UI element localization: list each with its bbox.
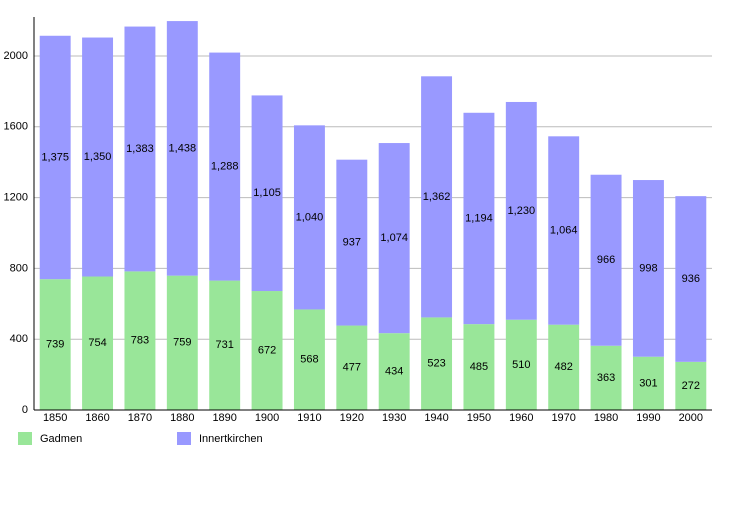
bar-segment (463, 324, 495, 410)
bar-segment (505, 319, 537, 410)
x-tick-label: 1950 (467, 412, 491, 424)
value-label: 739 (46, 338, 64, 350)
value-label: 1,064 (550, 224, 578, 236)
x-tick-label: 2000 (679, 412, 703, 424)
y-tick-label: 400 (10, 333, 28, 345)
value-label: 510 (512, 359, 530, 371)
value-label: 482 (555, 361, 573, 373)
x-tick-label: 1970 (551, 412, 575, 424)
value-label: 1,375 (41, 151, 69, 163)
bar-segment (82, 276, 114, 410)
value-label: 998 (639, 262, 657, 274)
value-label: 1,230 (508, 205, 536, 217)
bar-segment (39, 279, 71, 410)
y-tick-label: 0 (22, 404, 28, 416)
value-label: 1,105 (253, 187, 281, 199)
bar-segment (209, 280, 241, 410)
bar-segment (632, 180, 664, 357)
value-label: 477 (343, 362, 361, 374)
x-tick-label: 1990 (636, 412, 660, 424)
bar-segment (166, 21, 198, 276)
bar-segment (505, 101, 537, 320)
bar-segment (421, 317, 453, 410)
bar-segment (675, 196, 707, 362)
value-label: 485 (470, 361, 488, 373)
bar-segment (632, 356, 664, 410)
legend-label: Gadmen (40, 433, 82, 445)
bar-segment (82, 37, 114, 277)
x-tick-label: 1850 (43, 412, 67, 424)
value-label: 1,074 (380, 232, 408, 244)
value-label: 1,350 (84, 151, 112, 163)
bar-segment (336, 325, 368, 410)
x-tick-label: 1930 (382, 412, 406, 424)
value-label: 783 (131, 335, 149, 347)
x-tick-label: 1880 (170, 412, 194, 424)
value-label: 1,040 (296, 211, 324, 223)
x-tick-label: 1920 (340, 412, 364, 424)
bar-segment (39, 35, 71, 280)
value-label: 1,194 (465, 212, 493, 224)
bar-segment (378, 333, 410, 410)
y-tick-label: 1200 (4, 191, 28, 203)
x-tick-label: 1890 (212, 412, 236, 424)
value-label: 936 (682, 273, 700, 285)
value-label: 1,362 (423, 191, 451, 203)
value-label: 1,383 (126, 143, 154, 155)
x-tick-label: 1910 (297, 412, 321, 424)
bar-segment (124, 26, 156, 272)
legend-swatch (18, 432, 32, 445)
bar-segment (590, 174, 622, 346)
bar-segment (251, 291, 283, 410)
value-label: 754 (88, 337, 106, 349)
bar-segment (209, 52, 241, 281)
value-label: 937 (343, 237, 361, 249)
value-label: 759 (173, 337, 191, 349)
x-tick-label: 1860 (85, 412, 109, 424)
legend-label: Innertkirchen (199, 433, 263, 445)
bar-segment (378, 143, 410, 334)
bar-segment (336, 159, 368, 326)
bar-segment (675, 361, 707, 410)
bar-segment (293, 125, 325, 310)
value-label: 568 (300, 354, 318, 366)
x-tick-label: 1980 (594, 412, 618, 424)
y-tick-label: 800 (10, 262, 28, 274)
value-label: 731 (216, 339, 234, 351)
value-label: 1,438 (169, 142, 197, 154)
x-tick-label: 1870 (128, 412, 152, 424)
x-tick-label: 1940 (424, 412, 448, 424)
bar-segment (166, 275, 198, 410)
bar-segment (548, 136, 580, 325)
value-label: 1,288 (211, 160, 239, 172)
value-label: 672 (258, 344, 276, 356)
value-label: 434 (385, 365, 403, 377)
value-label: 363 (597, 372, 615, 384)
x-tick-label: 1960 (509, 412, 533, 424)
x-tick-label: 1900 (255, 412, 279, 424)
bar-segment (293, 309, 325, 410)
value-label: 272 (682, 380, 700, 392)
bar-segment (124, 271, 156, 410)
value-label: 301 (639, 377, 657, 389)
bar-segment (548, 324, 580, 410)
bar-segment (590, 345, 622, 410)
legend-swatch (177, 432, 191, 445)
value-label: 523 (427, 358, 445, 370)
bar-segment (421, 76, 453, 318)
bar-segment (251, 95, 283, 292)
bar-segment (463, 112, 495, 325)
value-label: 966 (597, 254, 615, 266)
y-tick-label: 1600 (4, 121, 28, 133)
y-tick-label: 2000 (4, 50, 28, 62)
